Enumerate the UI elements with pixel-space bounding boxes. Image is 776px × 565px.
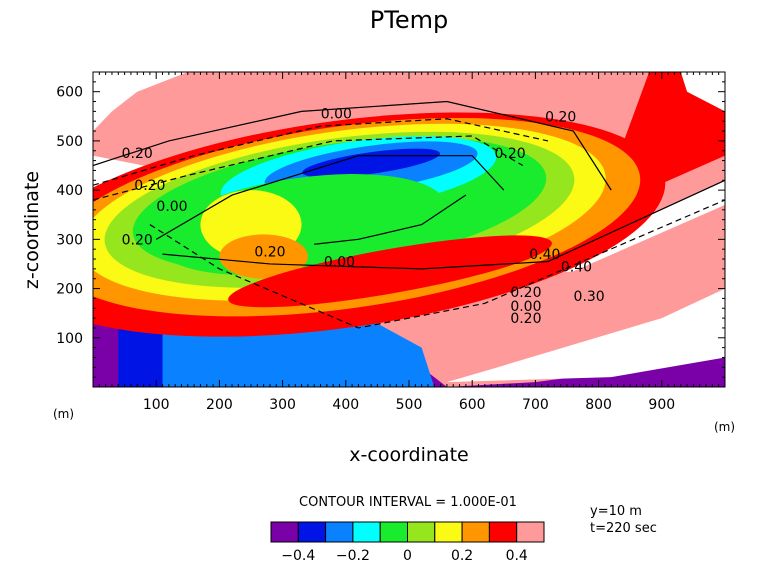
y-axis-label: z-coordinate	[21, 171, 43, 289]
contour-label: 0.20	[254, 245, 285, 261]
contour-label: 0.30	[574, 289, 605, 305]
contour-label: 0.20	[545, 109, 576, 125]
contour-label: 0.20	[134, 178, 165, 194]
contour-label: 0.20	[495, 146, 526, 162]
contour-line-0.0-inner	[155, 155, 505, 240]
x-axis-ticks: 100 200 300 400 500 600 700 800 900	[98, 72, 720, 413]
time-label: t=220 sec	[590, 521, 657, 536]
colorbar-swatch	[379, 521, 409, 543]
x-tick-label: 500	[396, 397, 423, 413]
x-tick-label: 100	[143, 397, 170, 413]
x-axis-label: x-coordinate	[349, 444, 468, 466]
x-tick-label: 700	[522, 397, 549, 413]
x-axis-unit: (m)	[714, 420, 735, 434]
band-white-lower-right	[446, 288, 725, 383]
band-white-top-left	[93, 72, 188, 132]
chart-title: PTemp	[370, 6, 448, 34]
colorbar-swatch	[461, 521, 490, 543]
y-tick-label: 300	[56, 232, 83, 248]
colorbar-swatch	[488, 521, 518, 543]
contour-line-neg-0.1	[93, 118, 549, 186]
x-tick-label: 600	[459, 397, 486, 413]
contour-label: 0.00	[156, 199, 187, 215]
contour-line-neg-0.2	[93, 135, 524, 201]
colorbar-swatch	[434, 521, 463, 543]
colorbar-label: −0.2	[336, 548, 370, 564]
contour-line-0.2-top	[93, 100, 612, 191]
contour-label: 0.20	[122, 232, 153, 248]
contour-line-0.0-center	[314, 194, 467, 245]
x-tick-label: 200	[206, 397, 233, 413]
y-tick-label: 400	[56, 183, 83, 199]
colorbar-label: 0.2	[451, 548, 473, 564]
colorbar-swatch	[325, 521, 354, 543]
y-tick-label: 500	[56, 134, 83, 150]
band-orange-tongue	[219, 234, 308, 279]
x-tick-label: 400	[332, 397, 359, 413]
contour-interval-text: CONTOUR INTERVAL = 1.000E-01	[299, 495, 517, 510]
x-tick-label: 800	[585, 397, 612, 413]
colorbar-label: 0	[403, 548, 412, 564]
x-tick-label: 300	[269, 397, 296, 413]
contour-labels: 0.00 0.200.200.200.200.000.200.200.00 0.40…	[122, 106, 605, 327]
colorbar-label: 0.4	[506, 548, 528, 564]
colorbar-labels: −0.4 −0.2 0 0.2 0.4	[281, 548, 528, 564]
colorbar-swatch	[407, 521, 436, 543]
filled-contour-bands	[93, 72, 725, 387]
colorbar	[270, 521, 545, 543]
colorbar-label: −0.4	[281, 548, 315, 564]
band-bottom-right-cold	[93, 357, 725, 387]
contour-label: 0.20	[510, 285, 541, 301]
contour-label: 0.00	[321, 106, 352, 122]
contour-label: 0.40	[529, 247, 560, 263]
contour-label: 0.20	[510, 311, 541, 327]
colorbar-swatch	[297, 521, 327, 543]
y-axis-unit: (m)	[53, 407, 74, 421]
band-red-tongue	[228, 235, 552, 308]
y-axis-ticks: 100 200 300 400 500 600	[56, 81, 725, 378]
band-white-corner	[680, 72, 725, 112]
colorbar-swatch	[270, 521, 299, 543]
band-red-right	[427, 72, 725, 260]
colorbar-swatch	[352, 521, 381, 543]
y-tick-label: 600	[56, 85, 83, 101]
contour-line-0.2-lower	[162, 179, 725, 270]
contour-label: 0.20	[122, 146, 153, 162]
contour-line-neg-0.3	[149, 199, 725, 329]
plot-area	[93, 72, 725, 387]
y-tick-label: 200	[56, 282, 83, 298]
colorbar-swatch	[516, 521, 545, 543]
x-tick-label: 900	[648, 397, 675, 413]
y-slice-label: y=10 m	[590, 504, 642, 519]
contour-label: 0.40	[561, 259, 592, 275]
contour-label: 0.00	[324, 254, 355, 270]
contour-lines	[93, 100, 725, 329]
y-tick-label: 100	[56, 331, 83, 347]
contour-label: 0.00	[510, 299, 541, 315]
